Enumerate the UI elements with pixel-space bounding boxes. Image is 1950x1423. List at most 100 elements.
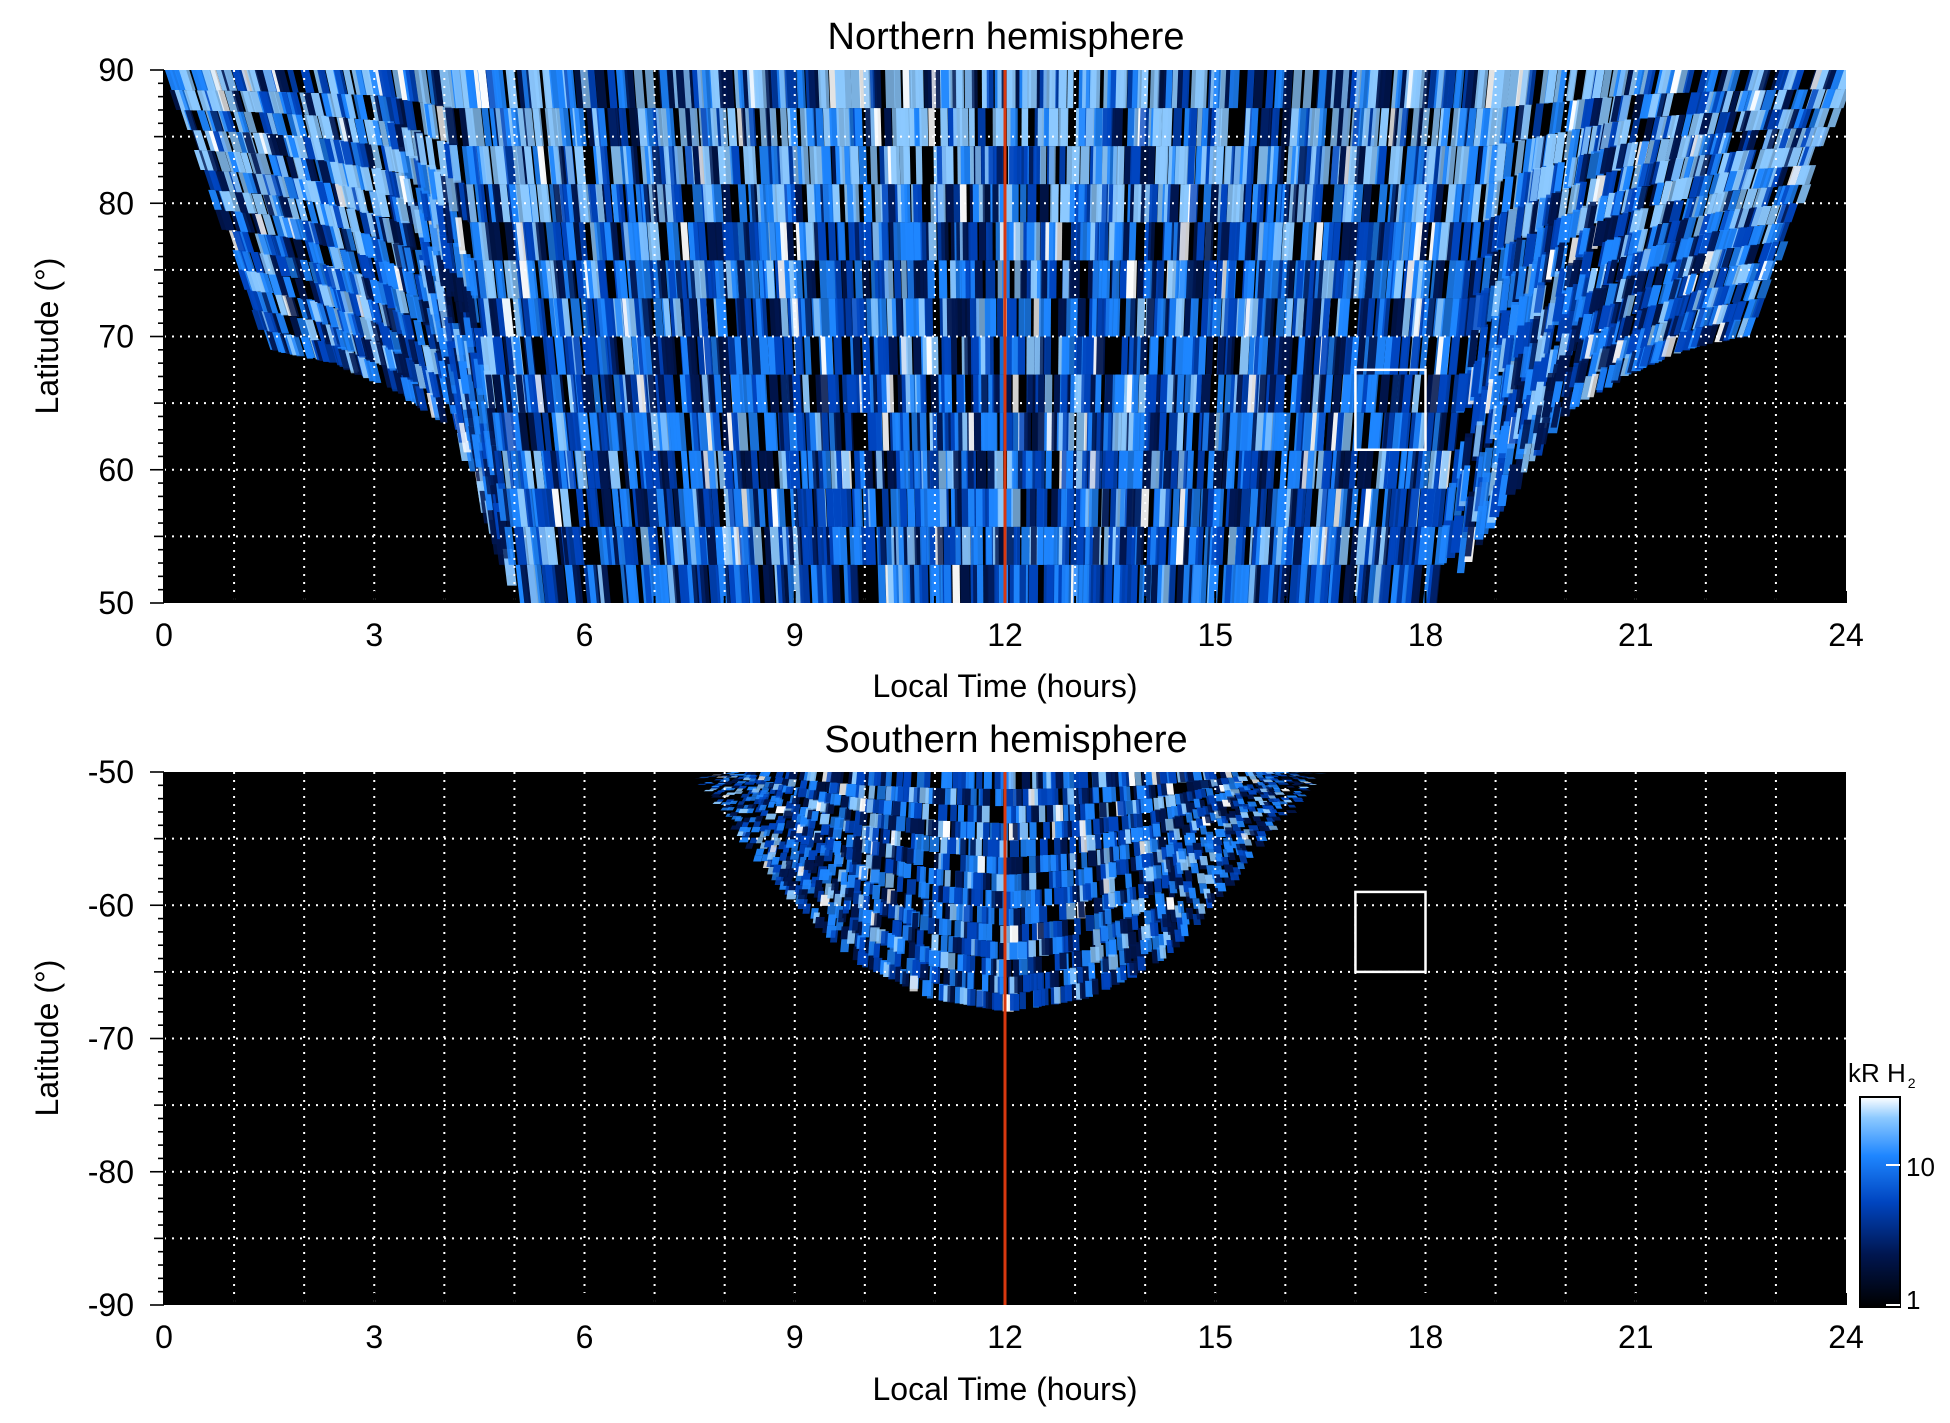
emission-streak [1688, 176, 1702, 198]
emission-streak [1007, 298, 1017, 337]
emission-streak [1522, 233, 1537, 267]
emission-streak [1596, 195, 1609, 221]
emission-streak [1676, 70, 1690, 93]
emission-streak [1773, 241, 1789, 261]
emission-streak [339, 291, 354, 314]
emission-streak [1259, 488, 1268, 527]
emission-streak [610, 222, 620, 261]
emission-streak [873, 108, 882, 147]
emission-streak [1683, 310, 1697, 331]
emission-streak [735, 804, 745, 809]
emission-streak [1167, 412, 1179, 451]
emission-streak [439, 70, 452, 107]
emission-streak [1104, 374, 1113, 413]
emission-streak [537, 146, 548, 185]
emission-streak [919, 867, 927, 883]
emission-streak [853, 879, 861, 893]
emission-streak [1492, 401, 1504, 435]
emission-streak [744, 298, 753, 337]
emission-streak [1147, 222, 1156, 261]
emission-streak [1447, 412, 1458, 451]
emission-streak [1257, 336, 1269, 375]
emission-streak [1477, 324, 1489, 361]
emission-streak [1488, 145, 1500, 183]
emission-streak [1579, 251, 1594, 278]
emission-streak [1013, 564, 1020, 603]
emission-streak [482, 146, 493, 185]
emission-streak [827, 222, 837, 261]
emission-streak [721, 184, 732, 223]
emission-streak [235, 192, 250, 213]
emission-streak [775, 806, 787, 814]
emission-streak [783, 877, 792, 886]
emission-streak [1105, 564, 1113, 603]
emission-streak [868, 785, 876, 799]
north-axis-ticks [150, 69, 1847, 604]
emission-streak [1717, 229, 1732, 250]
emission-streak [1827, 108, 1842, 128]
emission-streak [1753, 225, 1766, 245]
emission-streak [603, 184, 613, 223]
emission-streak [242, 212, 256, 233]
emission-streak [384, 347, 396, 371]
emission-streak [781, 146, 791, 185]
emission-streak [325, 70, 339, 94]
emission-streak [1613, 120, 1627, 146]
emission-streak [740, 336, 750, 375]
emission-streak [422, 347, 435, 373]
emission-streak [435, 202, 448, 236]
emission-streak [809, 772, 817, 782]
emission-streak [929, 450, 939, 489]
emission-streak [545, 260, 556, 299]
emission-streak [1628, 118, 1641, 143]
north-region-box [1354, 368, 1427, 452]
emission-streak [1440, 336, 1451, 375]
emission-streak [295, 114, 308, 137]
emission-streak [623, 488, 633, 527]
emission-streak [750, 336, 761, 375]
emission-streak [775, 791, 784, 798]
emission-streak [883, 800, 893, 815]
emission-streak [1644, 266, 1657, 289]
emission-streak [666, 488, 676, 527]
emission-streak [1361, 184, 1373, 223]
emission-streak [1013, 412, 1020, 451]
emission-streak [1661, 336, 1677, 357]
emission-streak [1148, 184, 1159, 223]
emission-streak [967, 488, 975, 527]
emission-streak [767, 412, 779, 451]
emission-streak [1657, 70, 1672, 94]
emission-streak [1208, 260, 1218, 299]
emission-streak [1623, 70, 1635, 96]
emission-streak [228, 131, 243, 153]
emission-streak [544, 488, 555, 527]
emission-streak [750, 450, 760, 489]
emission-streak [710, 785, 721, 788]
emission-streak [1472, 257, 1484, 296]
emission-streak [1761, 260, 1777, 280]
emission-streak [919, 108, 929, 147]
emission-streak [663, 374, 676, 413]
emission-streak [1021, 108, 1029, 147]
emission-streak [1200, 298, 1210, 337]
emission-streak [873, 913, 882, 928]
emission-streak [943, 564, 951, 603]
emission-streak [1610, 95, 1622, 122]
emission-streak [692, 184, 705, 223]
emission-streak [833, 854, 844, 867]
emission-streak [876, 785, 887, 800]
emission-streak [1207, 450, 1215, 489]
south-panel: Southern hemisphere 0 3 6 9 12 15 18 21 24 -50-6… [29, 719, 1864, 1407]
emission-streak [403, 247, 416, 273]
emission-streak [845, 488, 853, 527]
emission-streak [1061, 298, 1068, 337]
emission-streak [226, 191, 243, 212]
emission-streak [1806, 89, 1821, 109]
emission-streak [913, 336, 922, 375]
emission-streak [1089, 70, 1097, 109]
emission-streak [1738, 245, 1752, 265]
emission-streak [820, 824, 831, 835]
emission-streak [848, 862, 858, 875]
emission-streak [458, 182, 469, 221]
emission-streak [1201, 108, 1210, 147]
